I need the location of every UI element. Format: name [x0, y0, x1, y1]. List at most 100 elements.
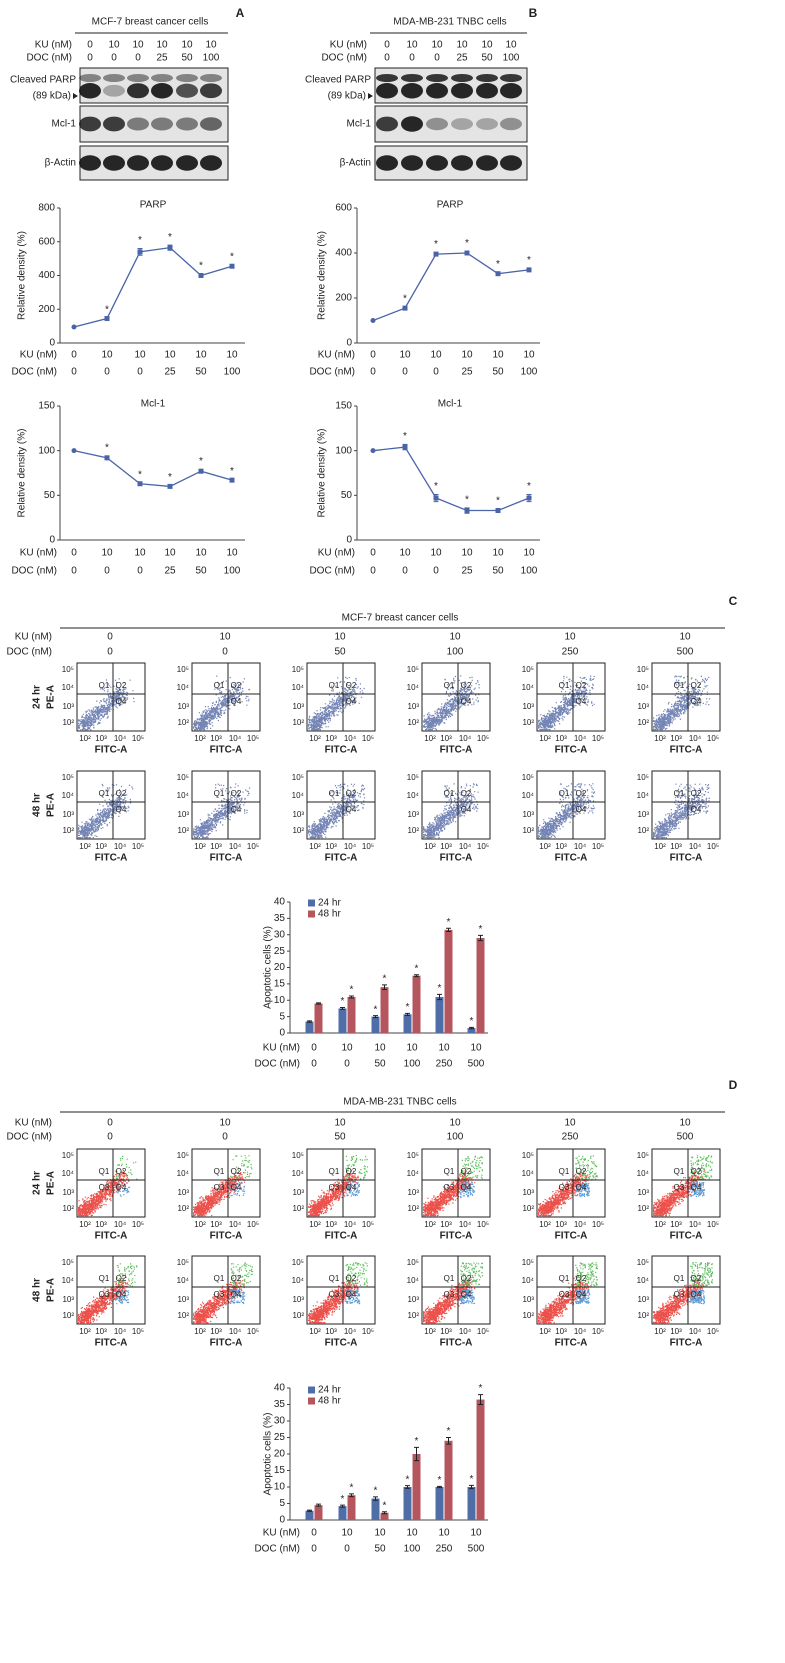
- quadrant-label: Q1: [329, 1167, 340, 1176]
- flow-x-tick: 10³: [555, 734, 567, 743]
- plot-box: [651, 770, 721, 840]
- ku-value: 10: [481, 40, 493, 51]
- error-bar: [373, 1015, 378, 1019]
- y-tick-label: 0: [279, 1515, 285, 1526]
- point: [464, 250, 470, 256]
- flow-x-tick: 10⁴: [459, 842, 472, 851]
- error-bar: [307, 1020, 312, 1023]
- event-cloud: [78, 1169, 130, 1217]
- flow-x-tick: 10³: [95, 842, 107, 851]
- time-label: 24 hr: [32, 1171, 43, 1195]
- blot-box: [374, 67, 528, 104]
- band: [426, 117, 448, 131]
- flow-x-tick: 10⁵: [477, 1327, 489, 1336]
- error-bar: [382, 984, 387, 990]
- x-tick-label: 500: [468, 1059, 485, 1070]
- flow-y-tick: 10³: [292, 1295, 304, 1304]
- bar: [314, 1003, 323, 1033]
- x-tick-label: 10: [374, 1528, 386, 1539]
- flow-y-tick: 10⁴: [407, 683, 420, 692]
- quadrant-label: Q1: [444, 789, 455, 798]
- arrow: [73, 93, 78, 99]
- category-row-label: KU (nM): [20, 350, 57, 361]
- band: [500, 155, 522, 171]
- flow-x-tick: 10⁵: [247, 1220, 259, 1229]
- point: [370, 448, 376, 454]
- quadrant-label: Q2: [346, 1274, 357, 1283]
- flow-y-tick: 10³: [177, 1295, 189, 1304]
- x-tick-label: 10: [470, 1528, 482, 1539]
- significance: *: [447, 1426, 451, 1437]
- doc-value: 25: [456, 53, 468, 64]
- flow-y-tick: 10³: [62, 702, 74, 711]
- flow-y-tick: 10⁵: [637, 773, 649, 782]
- ku-value: 10: [564, 1118, 576, 1129]
- category-row-label: DOC (nM): [11, 367, 57, 378]
- flow-y-tick: 10⁵: [637, 665, 649, 674]
- flow-x-tick: 10⁵: [362, 1220, 374, 1229]
- significance: *: [406, 1474, 410, 1485]
- doc-value: 50: [181, 53, 193, 64]
- quadrant-lines: [537, 771, 605, 839]
- doc-value: 100: [203, 53, 220, 64]
- y-tick-label: 150: [335, 401, 352, 412]
- quadrant-label: Q1: [559, 681, 570, 690]
- band: [127, 74, 149, 82]
- flow-x-tick: 10⁵: [132, 734, 144, 743]
- quadrant-label: Q2: [461, 681, 472, 690]
- point: [402, 305, 408, 311]
- x-tick-label: 10: [406, 1528, 418, 1539]
- error-bar: [382, 1511, 387, 1515]
- line: [73, 450, 233, 488]
- legend-swatch: [308, 1386, 315, 1394]
- quadrant-label: Q3: [559, 1183, 570, 1192]
- y-tick-label: 400: [335, 248, 352, 259]
- bar: [305, 1021, 314, 1033]
- panel-label: A: [236, 6, 245, 20]
- quadrant-label: Q2: [691, 1167, 702, 1176]
- line: [372, 252, 530, 322]
- flow-y-tick: 10²: [407, 1311, 419, 1320]
- flow-x-tick: 10⁴: [344, 1220, 357, 1229]
- significance: *: [350, 1483, 354, 1494]
- band-label: Mcl-1: [52, 119, 77, 130]
- quadrant-label: Q4: [116, 1290, 127, 1299]
- plot-box: [536, 1148, 606, 1218]
- flow-y-tick: 10²: [637, 1311, 649, 1320]
- doc-value: 100: [503, 53, 520, 64]
- x-tick-label: 10: [341, 1043, 353, 1054]
- significance: *: [374, 1486, 378, 1497]
- y-tick-label: 30: [274, 929, 286, 940]
- significance: *: [470, 1016, 474, 1027]
- band: [426, 83, 448, 99]
- flow-x-tick: 10³: [670, 1327, 682, 1336]
- quadrant-label: Q2: [231, 789, 242, 798]
- point: [495, 508, 501, 514]
- y-tick-label: 150: [38, 401, 55, 412]
- event-cloud: [308, 1276, 360, 1324]
- band: [151, 155, 173, 171]
- x-tick-label: 50: [195, 367, 207, 378]
- event-cloud: [460, 1155, 483, 1180]
- ku-value: 0: [107, 1118, 113, 1129]
- quadrant-label: Q3: [99, 1183, 110, 1192]
- flow-y-tick: 10⁴: [177, 1276, 190, 1285]
- error-bar: [340, 1504, 345, 1508]
- x-tick-label: 10: [164, 548, 176, 559]
- flow-y-tick: 10²: [177, 718, 189, 727]
- chart-title: PARP: [140, 200, 167, 211]
- doc-value: 0: [107, 647, 113, 658]
- flow-y-tick: 10⁴: [292, 791, 305, 800]
- quadrant-label: Q4: [346, 697, 357, 706]
- flow-x-tick: 10⁵: [707, 1327, 719, 1336]
- point: [137, 249, 143, 255]
- flow-x-tick: 10⁵: [362, 1327, 374, 1336]
- quadrant-lines: [77, 1256, 145, 1324]
- plot-box: [536, 1255, 606, 1325]
- bar: [347, 996, 356, 1033]
- band: [401, 155, 423, 171]
- flow-y-tick: 10⁵: [177, 1151, 189, 1160]
- band-label: β-Actin: [340, 158, 371, 169]
- flow-y-tick: 10³: [62, 1295, 74, 1304]
- event-cloud: [78, 1276, 131, 1324]
